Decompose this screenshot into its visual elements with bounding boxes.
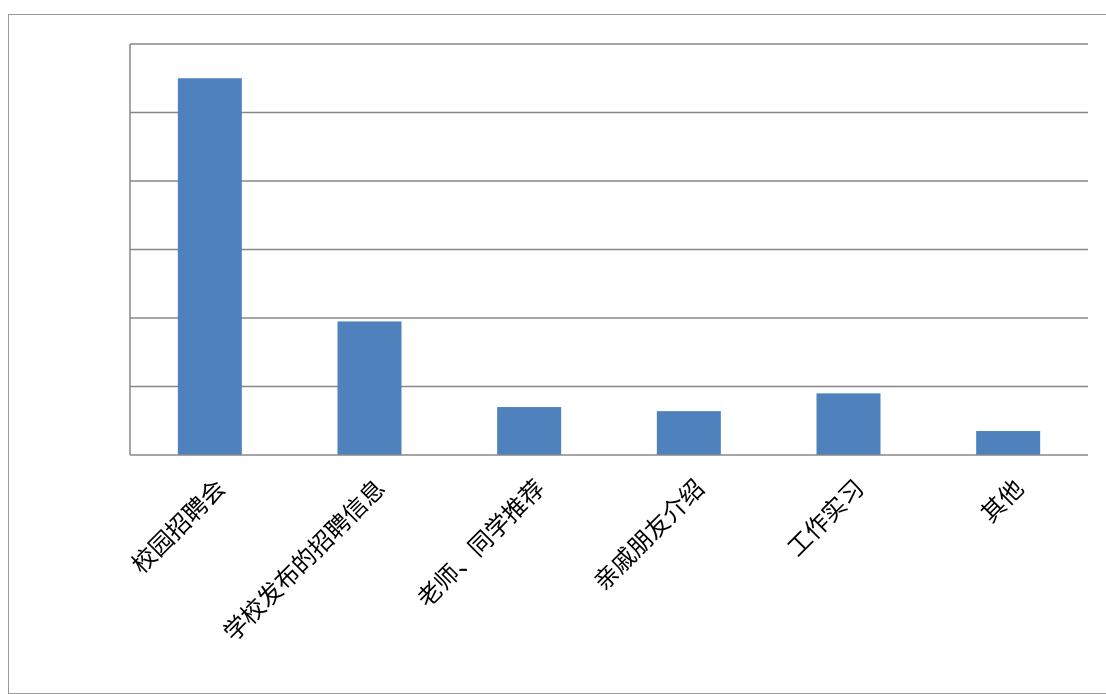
bar-3 [497,407,562,455]
x-tick-label-3: 老师、同学推荐 [412,474,551,613]
x-tick-label-1: 校园招聘会 [126,474,231,579]
bar-5 [816,393,881,455]
x-tick-label-6: 其他 [976,474,1030,528]
bar-2 [337,321,402,455]
bar-6 [976,431,1041,455]
gridlines [130,43,1088,388]
bar-1 [177,78,242,455]
x-tick-label-2: 学校发布的招聘信息 [218,474,391,647]
bars [177,78,1041,455]
axes [129,44,1088,456]
bar-4 [656,411,721,455]
x-tick-label-5: 工作实习 [782,474,870,562]
x-tick-label-4: 亲戚朋友介绍 [588,474,710,596]
